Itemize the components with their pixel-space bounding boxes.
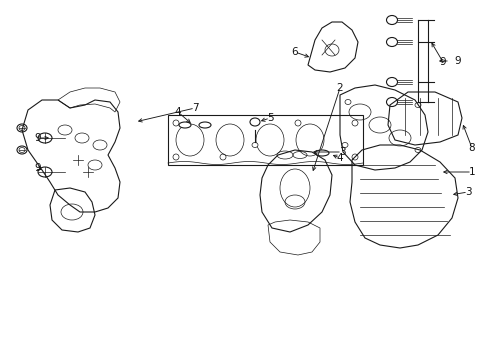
Ellipse shape xyxy=(386,37,397,46)
Text: 9: 9 xyxy=(35,163,41,173)
Text: 7: 7 xyxy=(191,103,198,113)
Ellipse shape xyxy=(249,118,260,126)
Ellipse shape xyxy=(251,143,258,148)
Text: 4: 4 xyxy=(336,153,343,163)
Text: 5: 5 xyxy=(266,113,273,123)
Text: 8: 8 xyxy=(468,143,474,153)
Ellipse shape xyxy=(386,98,397,107)
Text: 9: 9 xyxy=(453,56,460,66)
Bar xyxy=(168,115,362,165)
Ellipse shape xyxy=(38,133,52,143)
Ellipse shape xyxy=(314,150,328,156)
Text: 9: 9 xyxy=(35,133,41,143)
Text: 3: 3 xyxy=(338,147,345,157)
Text: 9: 9 xyxy=(439,57,446,67)
Ellipse shape xyxy=(179,122,191,128)
Ellipse shape xyxy=(199,122,210,128)
Text: 2: 2 xyxy=(336,83,343,93)
Text: 1: 1 xyxy=(468,167,474,177)
Text: 4: 4 xyxy=(174,107,181,117)
Text: 6: 6 xyxy=(291,47,298,57)
Text: 3: 3 xyxy=(464,187,470,197)
Ellipse shape xyxy=(386,77,397,86)
Ellipse shape xyxy=(386,15,397,24)
Ellipse shape xyxy=(38,167,52,177)
